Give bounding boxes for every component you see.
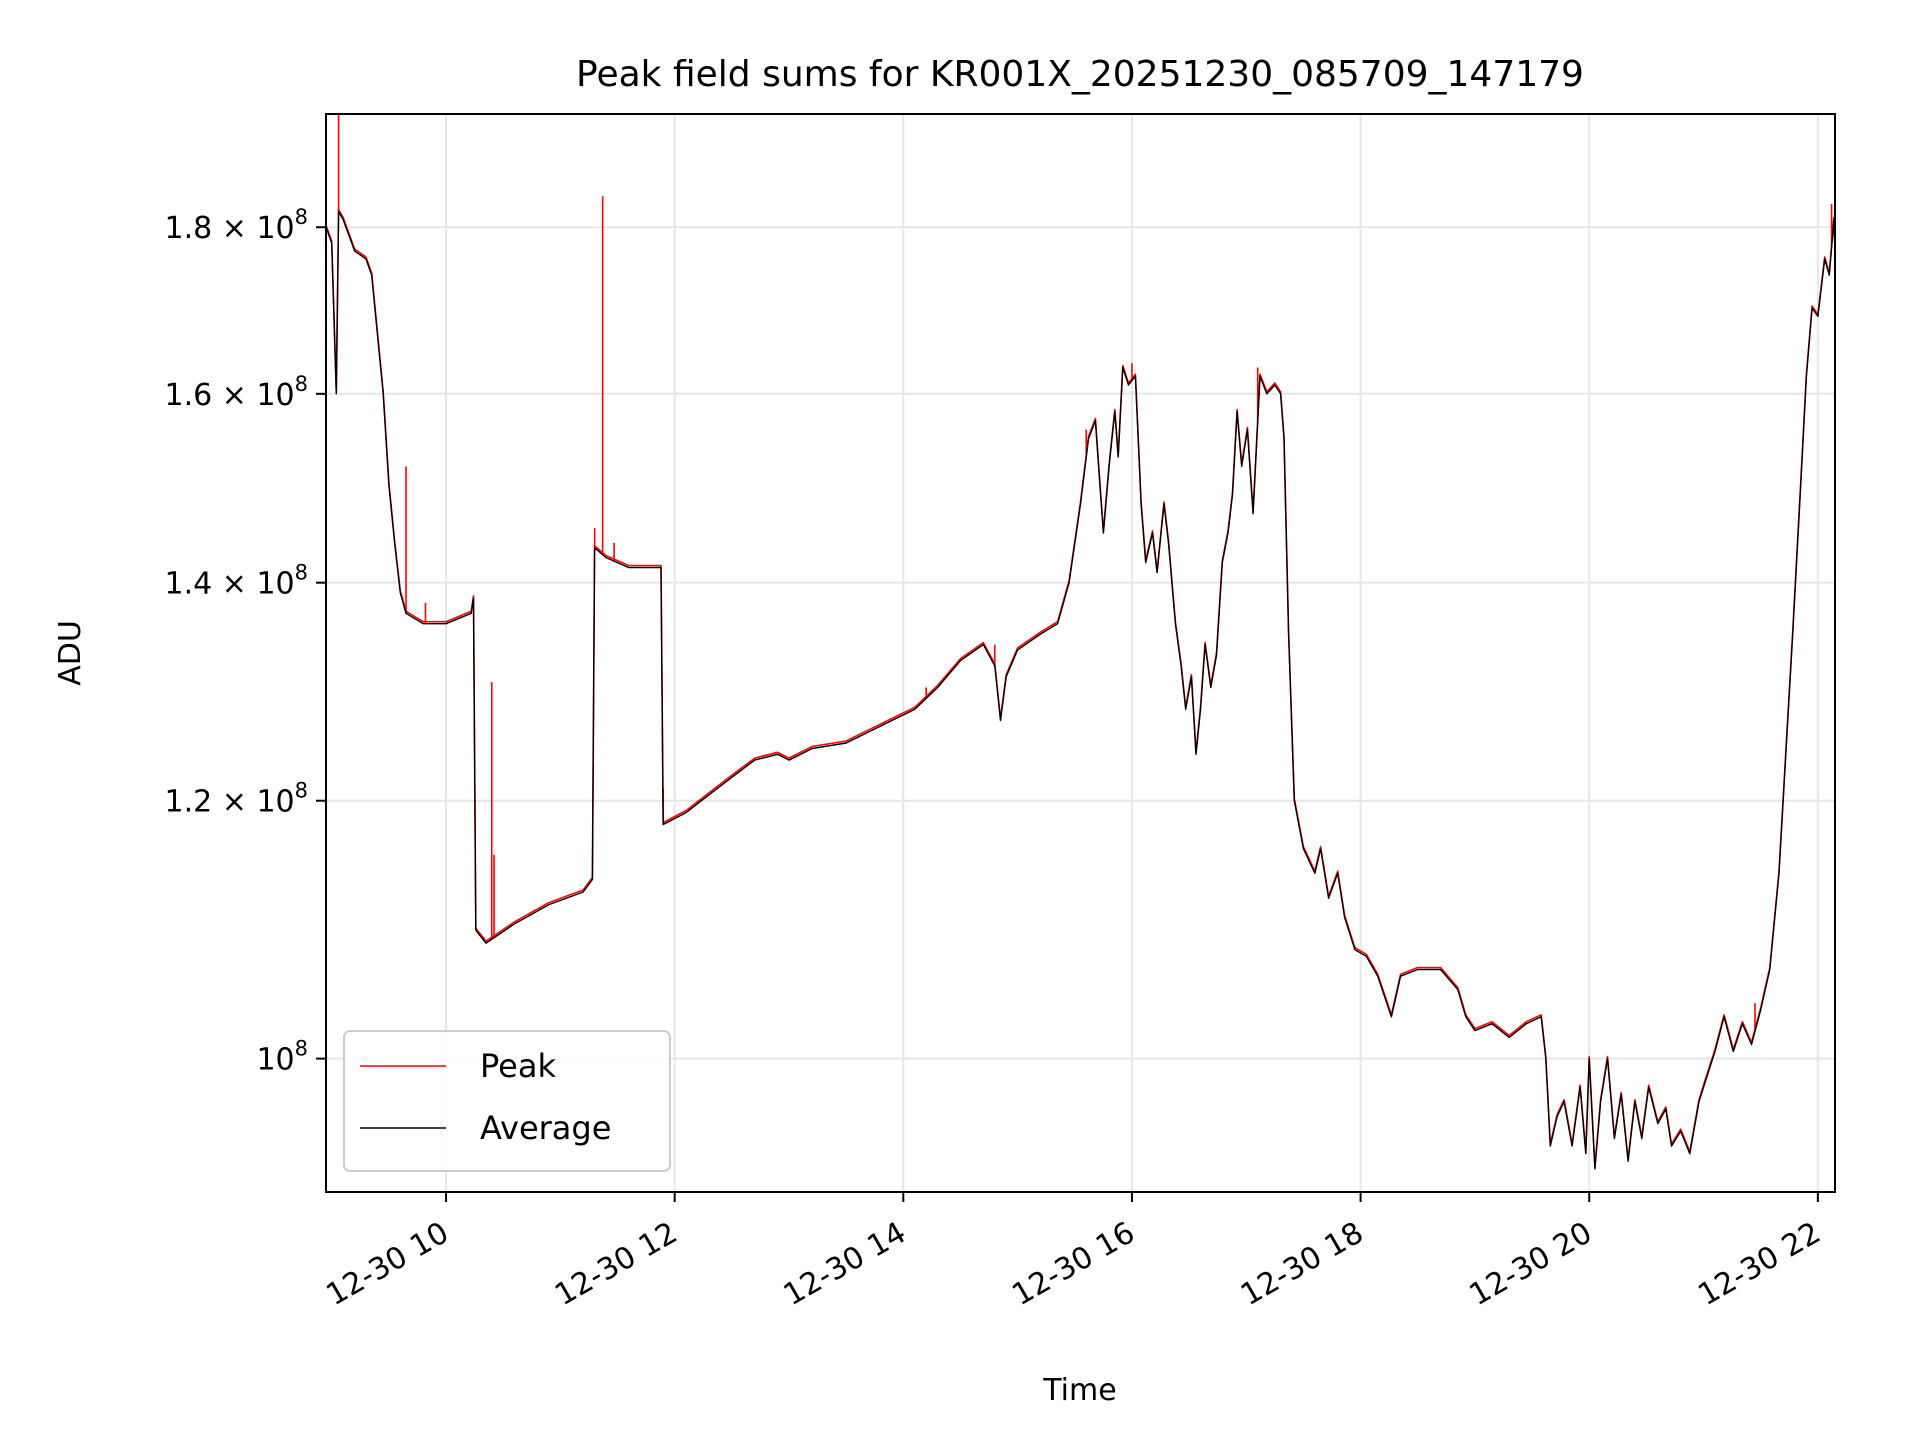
y-tick-label: 1.4 × 108	[165, 561, 308, 602]
y-axis-label: ADU	[53, 620, 88, 686]
chart-title: Peak field sums for KR001X_20251230_0857…	[576, 54, 1584, 95]
average-series-layer	[325, 210, 1836, 1170]
legend-label-peak: Peak	[480, 1047, 556, 1085]
average-series-line	[325, 210, 1836, 1170]
legend-label-average: Average	[480, 1109, 611, 1147]
y-axis-ticks: 108 1.2 × 108 1.4 × 108 1.6 × 108 1.8 × 108	[165, 205, 326, 1078]
y-tick-label: 108	[256, 1037, 308, 1078]
y-tick-label: 1.6 × 108	[165, 372, 308, 413]
y-tick-label: 1.8 × 108	[165, 205, 308, 246]
plot-frame	[325, 113, 1836, 1193]
legend: Peak Average	[343, 1030, 671, 1172]
y-tick-label: 1.2 × 108	[165, 779, 308, 820]
x-axis-label: Time	[1042, 1373, 1116, 1408]
